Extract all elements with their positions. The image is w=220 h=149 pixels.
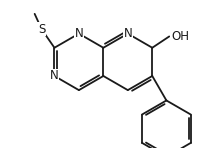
Text: N: N xyxy=(50,69,59,83)
Text: OH: OH xyxy=(171,30,189,43)
Text: N: N xyxy=(123,27,132,40)
Text: N: N xyxy=(75,27,83,40)
Text: S: S xyxy=(38,23,45,36)
